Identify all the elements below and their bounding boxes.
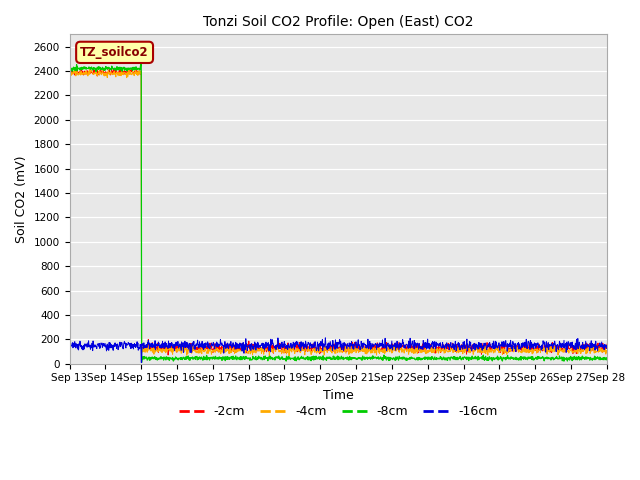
-8cm — [186, 355, 194, 360]
-4cm — [246, 348, 253, 353]
-16cm — [173, 342, 180, 348]
-8cm — [66, 67, 74, 72]
-4cm — [493, 344, 500, 350]
-4cm — [540, 347, 548, 353]
-4cm — [422, 349, 430, 355]
Y-axis label: Soil CO2 (mV): Soil CO2 (mV) — [15, 156, 28, 243]
-4cm — [285, 353, 293, 359]
Line: -2cm: -2cm — [70, 68, 607, 355]
-8cm — [138, 360, 145, 365]
-16cm — [246, 343, 253, 348]
-4cm — [186, 346, 193, 351]
-4cm — [603, 349, 611, 355]
Title: Tonzi Soil CO2 Profile: Open (East) CO2: Tonzi Soil CO2 Profile: Open (East) CO2 — [203, 15, 474, 29]
-16cm — [186, 340, 193, 346]
-16cm — [540, 338, 548, 344]
-8cm — [422, 355, 430, 360]
-16cm — [321, 335, 329, 341]
-4cm — [173, 346, 180, 352]
Legend: -2cm, -4cm, -8cm, -16cm: -2cm, -4cm, -8cm, -16cm — [173, 400, 503, 423]
-2cm — [173, 349, 180, 355]
-2cm — [422, 342, 430, 348]
-2cm — [246, 347, 253, 353]
-2cm — [186, 345, 194, 350]
-2cm — [603, 341, 611, 347]
Line: -16cm: -16cm — [70, 338, 607, 362]
-2cm — [164, 352, 172, 358]
-4cm — [66, 70, 74, 75]
Text: TZ_soilco2: TZ_soilco2 — [80, 46, 149, 59]
-16cm — [603, 346, 611, 351]
-2cm — [66, 69, 74, 74]
-8cm — [603, 355, 611, 361]
X-axis label: Time: Time — [323, 389, 354, 402]
-8cm — [246, 358, 253, 363]
-16cm — [422, 344, 430, 349]
-16cm — [138, 360, 145, 365]
-2cm — [540, 347, 548, 352]
-8cm — [138, 60, 145, 65]
Line: -8cm: -8cm — [70, 62, 607, 362]
-2cm — [132, 65, 140, 71]
-8cm — [173, 355, 180, 360]
-8cm — [540, 357, 548, 362]
-16cm — [66, 344, 74, 349]
-8cm — [493, 355, 500, 360]
Line: -4cm: -4cm — [70, 69, 607, 356]
-2cm — [493, 342, 500, 348]
-4cm — [132, 66, 140, 72]
-16cm — [493, 339, 500, 345]
